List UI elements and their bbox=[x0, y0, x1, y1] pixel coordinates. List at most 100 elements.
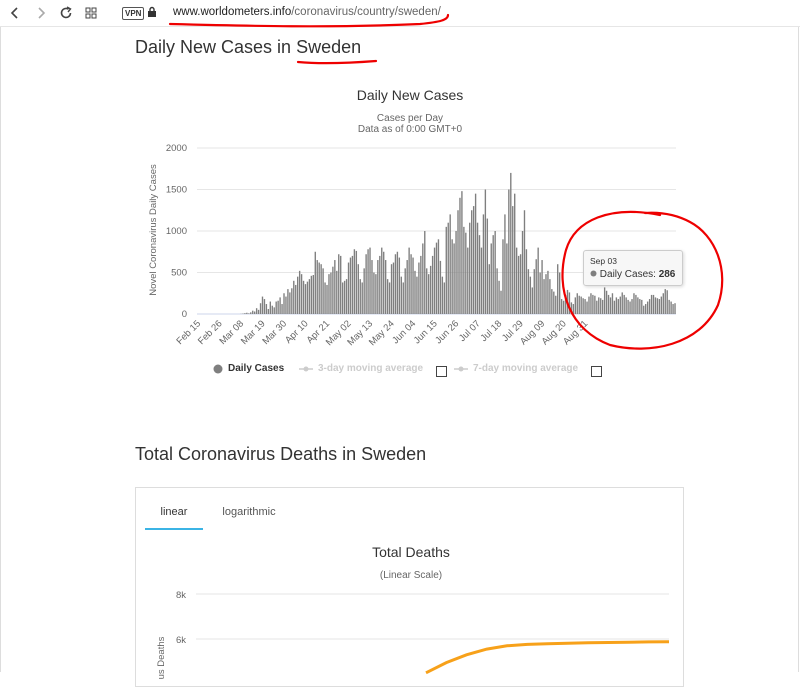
daily-cases-bar[interactable] bbox=[401, 277, 402, 314]
daily-cases-bar[interactable] bbox=[651, 295, 652, 314]
daily-cases-bar[interactable] bbox=[577, 293, 578, 314]
daily-cases-bar[interactable] bbox=[279, 297, 280, 314]
daily-cases-bar[interactable] bbox=[463, 227, 464, 314]
daily-cases-bar[interactable] bbox=[457, 210, 458, 314]
daily-cases-bar[interactable] bbox=[514, 194, 515, 314]
daily-cases-bar[interactable] bbox=[555, 296, 556, 314]
daily-cases-bar[interactable] bbox=[493, 235, 494, 314]
legend-3day-checkbox[interactable] bbox=[436, 366, 447, 377]
daily-cases-bar[interactable] bbox=[410, 254, 411, 314]
daily-cases-bar[interactable] bbox=[588, 297, 589, 314]
daily-cases-bar[interactable] bbox=[563, 301, 564, 314]
daily-cases-bar[interactable] bbox=[670, 302, 671, 314]
daily-cases-bar[interactable] bbox=[633, 293, 634, 314]
daily-cases-bar[interactable] bbox=[307, 282, 308, 314]
daily-cases-bar[interactable] bbox=[252, 311, 253, 314]
daily-cases-bar[interactable] bbox=[406, 260, 407, 314]
daily-cases-bar[interactable] bbox=[645, 304, 646, 314]
daily-cases-bar[interactable] bbox=[442, 277, 443, 314]
daily-cases-bar[interactable] bbox=[479, 235, 480, 314]
daily-cases-bar[interactable] bbox=[446, 227, 447, 314]
daily-cases-bar[interactable] bbox=[346, 279, 347, 314]
daily-cases-bar[interactable] bbox=[477, 223, 478, 314]
daily-cases-bar[interactable] bbox=[436, 243, 437, 314]
daily-cases-bar[interactable] bbox=[667, 290, 668, 314]
daily-cases-bar[interactable] bbox=[311, 276, 312, 314]
daily-cases-bar[interactable] bbox=[285, 297, 286, 314]
daily-cases-bar[interactable] bbox=[340, 256, 341, 314]
daily-cases-bar[interactable] bbox=[272, 306, 273, 314]
daily-cases-bar[interactable] bbox=[659, 299, 660, 314]
daily-cases-bar[interactable] bbox=[561, 299, 562, 314]
daily-cases-bar[interactable] bbox=[313, 275, 314, 314]
daily-cases-bar[interactable] bbox=[379, 256, 380, 314]
daily-cases-bar[interactable] bbox=[494, 231, 495, 314]
daily-cases-bar[interactable] bbox=[324, 282, 325, 314]
daily-cases-bar[interactable] bbox=[283, 293, 284, 314]
daily-cases-bar[interactable] bbox=[334, 260, 335, 314]
daily-cases-bar[interactable] bbox=[281, 304, 282, 314]
daily-cases-bar[interactable] bbox=[309, 279, 310, 314]
daily-cases-bar[interactable] bbox=[289, 292, 290, 314]
daily-cases-bar[interactable] bbox=[297, 277, 298, 314]
daily-cases-bar[interactable] bbox=[450, 214, 451, 314]
daily-cases-bar[interactable] bbox=[471, 210, 472, 314]
daily-cases-bar[interactable] bbox=[631, 299, 632, 314]
daily-cases-bar[interactable] bbox=[602, 300, 603, 314]
daily-cases-bar[interactable] bbox=[365, 254, 366, 314]
daily-cases-bar[interactable] bbox=[363, 268, 364, 314]
daily-cases-bar[interactable] bbox=[276, 302, 277, 314]
daily-cases-bar[interactable] bbox=[383, 252, 384, 314]
daily-cases-bar[interactable] bbox=[672, 304, 673, 314]
daily-cases-bar[interactable] bbox=[614, 301, 615, 314]
daily-cases-bar[interactable] bbox=[399, 258, 400, 314]
daily-cases-bar[interactable] bbox=[391, 264, 392, 314]
daily-cases-bar[interactable] bbox=[354, 249, 355, 314]
daily-cases-bar[interactable] bbox=[594, 296, 595, 314]
daily-cases-bar[interactable] bbox=[262, 297, 263, 314]
daily-cases-bar[interactable] bbox=[618, 299, 619, 314]
daily-cases-bar[interactable] bbox=[573, 304, 574, 314]
daily-cases-bar[interactable] bbox=[668, 300, 669, 314]
daily-cases-bar[interactable] bbox=[604, 287, 605, 314]
daily-cases-bar[interactable] bbox=[567, 290, 568, 314]
daily-cases-bar[interactable] bbox=[434, 248, 435, 314]
daily-cases-bar[interactable] bbox=[266, 304, 267, 314]
daily-cases-bar[interactable] bbox=[526, 249, 527, 314]
daily-cases-bar[interactable] bbox=[322, 268, 323, 314]
daily-cases-bar[interactable] bbox=[260, 303, 261, 314]
daily-cases-bar[interactable] bbox=[625, 297, 626, 314]
daily-cases-bar[interactable] bbox=[264, 299, 265, 314]
daily-cases-bar[interactable] bbox=[448, 223, 449, 314]
daily-cases-bar[interactable] bbox=[461, 191, 462, 314]
daily-cases-bar[interactable] bbox=[491, 243, 492, 314]
daily-cases-bar[interactable] bbox=[319, 263, 320, 314]
daily-cases-bar[interactable] bbox=[592, 295, 593, 314]
daily-cases-bar[interactable] bbox=[624, 295, 625, 314]
daily-cases-bar[interactable] bbox=[610, 297, 611, 314]
daily-cases-bar[interactable] bbox=[530, 277, 531, 314]
daily-cases-bar[interactable] bbox=[250, 312, 251, 314]
daily-cases-bar[interactable] bbox=[500, 291, 501, 314]
daily-cases-bar[interactable] bbox=[397, 252, 398, 314]
daily-cases-bar[interactable] bbox=[256, 308, 257, 314]
daily-cases-bar[interactable] bbox=[551, 289, 552, 314]
daily-cases-bar[interactable] bbox=[510, 173, 511, 314]
daily-cases-bar[interactable] bbox=[426, 268, 427, 314]
daily-cases-bar[interactable] bbox=[473, 206, 474, 314]
daily-cases-bar[interactable] bbox=[338, 254, 339, 314]
daily-cases-bar[interactable] bbox=[371, 260, 372, 314]
daily-cases-bar[interactable] bbox=[287, 289, 288, 314]
daily-cases-bar[interactable] bbox=[295, 285, 296, 314]
daily-cases-bar[interactable] bbox=[547, 271, 548, 314]
daily-cases-bar[interactable] bbox=[385, 260, 386, 314]
daily-cases-bar[interactable] bbox=[467, 248, 468, 314]
daily-cases-bar[interactable] bbox=[274, 307, 275, 314]
daily-cases-bar[interactable] bbox=[647, 302, 648, 314]
daily-cases-bar[interactable] bbox=[362, 282, 363, 314]
daily-cases-bar[interactable] bbox=[381, 248, 382, 314]
daily-cases-bar[interactable] bbox=[428, 274, 429, 314]
daily-cases-bar[interactable] bbox=[412, 258, 413, 314]
daily-cases-bar[interactable] bbox=[528, 269, 529, 314]
daily-cases-bar[interactable] bbox=[635, 295, 636, 314]
